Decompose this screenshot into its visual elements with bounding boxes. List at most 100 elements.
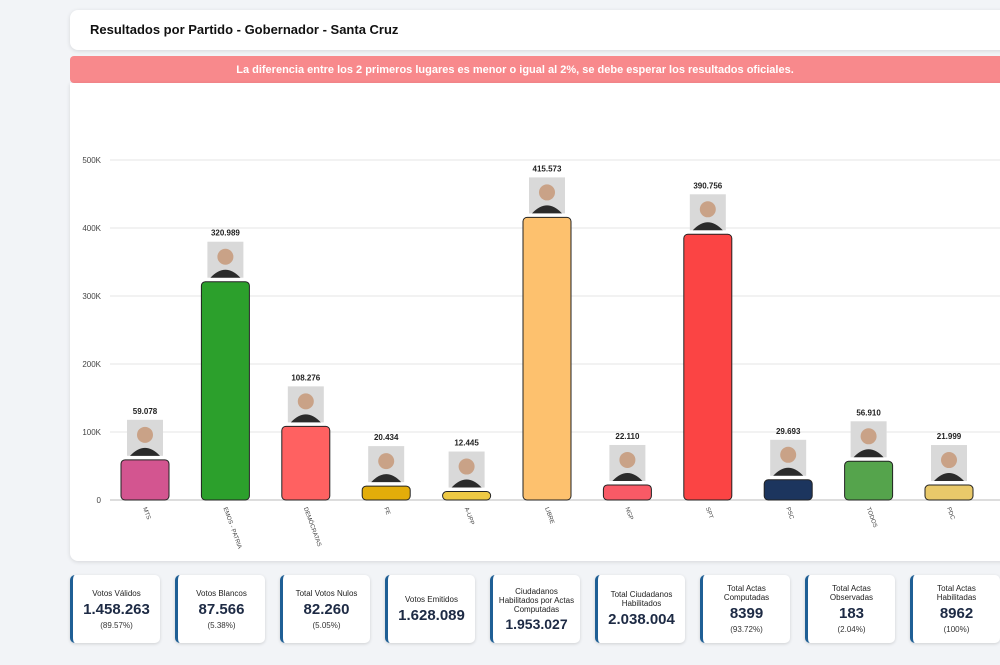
stat-percent: (100%) xyxy=(943,625,970,634)
y-tick-label: 500K xyxy=(82,156,101,165)
data-label: 108.276 xyxy=(291,373,320,382)
data-label: 59.078 xyxy=(133,407,158,416)
candidate-face xyxy=(619,451,636,468)
stat-total-ciudadanos: Total Ciudadanos Habilitados 2.038.004 xyxy=(595,575,685,643)
candidate-shoulders xyxy=(853,449,884,458)
stat-label: Total Ciudadanos Habilitados xyxy=(610,590,673,608)
page-title: Resultados por Partido - Gobernador - Sa… xyxy=(90,22,399,37)
candidate-shoulders xyxy=(692,222,723,231)
stat-label: Votos Válidos xyxy=(92,588,141,598)
x-tick-label: A-UPP xyxy=(463,507,475,526)
stat-ciudadanos-habilitados-actas: Ciudadanos Habilitados por Actas Computa… xyxy=(490,575,580,643)
candidate-shoulders xyxy=(451,479,482,488)
y-tick-label: 300K xyxy=(82,292,101,301)
stat-value: 1.628.089 xyxy=(398,606,465,624)
x-tick-label: TODOS xyxy=(865,507,878,529)
data-label: 22.110 xyxy=(615,432,640,441)
y-tick-label: 100K xyxy=(82,428,101,437)
bar xyxy=(442,491,492,501)
stat-label: Total Actas Computadas xyxy=(723,584,770,602)
stat-label: Total Votos Nulos xyxy=(295,588,358,598)
candidate-face xyxy=(137,426,153,443)
bar xyxy=(522,216,572,501)
data-label: 320.989 xyxy=(211,229,240,238)
stat-value: 1.953.027 xyxy=(505,615,568,632)
x-tick-label: EMOS - PATRIA xyxy=(222,507,243,550)
x-tick-label: PSC xyxy=(784,507,794,521)
candidate-shoulders xyxy=(934,473,964,482)
stat-value: 82.260 xyxy=(303,600,350,618)
stat-percent: (89.57%) xyxy=(100,620,133,630)
stat-value: 183 xyxy=(838,605,865,622)
x-tick-label: SPT xyxy=(704,507,714,520)
candidate-face xyxy=(378,453,395,470)
title-card: Resultados por Partido - Gobernador - Sa… xyxy=(70,10,1000,50)
stat-label: Total Actas Observadas xyxy=(829,584,874,602)
stat-label: Votos Emitidos xyxy=(405,594,458,604)
bar xyxy=(281,425,331,501)
x-tick-label: DEMÓCRATAS xyxy=(302,506,323,547)
stat-votos-emitidos: Votos Emitidos 1.628.089 xyxy=(385,575,475,643)
stat-percent: (5.05%) xyxy=(312,620,341,630)
data-label: 12.445 xyxy=(454,439,479,448)
y-tick-label: 400K xyxy=(82,224,101,233)
data-label: 29.693 xyxy=(776,427,801,436)
stats-row: Votos Válidos 1.458.263 (89.57%) Votos B… xyxy=(70,575,1000,645)
alert-text: La diferencia entre los 2 primeros lugar… xyxy=(236,63,794,76)
stat-percent: (93.72%) xyxy=(730,625,763,634)
stat-label: Ciudadanos Habilitados por Actas Computa… xyxy=(498,586,575,614)
bar xyxy=(763,479,813,501)
x-tick-label: LIBRE xyxy=(543,507,555,525)
stat-actas-habilitadas: Total Actas Habilitadas 8962 (100%) xyxy=(910,575,1000,643)
chart-card: 0 100K 200K 300K 400K 500K 59.078 MTS 320.989 EMO… xyxy=(70,83,1000,561)
stat-value: 8962 xyxy=(939,605,974,622)
stat-value: 1.458.263 xyxy=(83,600,150,618)
bar xyxy=(924,484,974,501)
bar-chart: 0 100K 200K 300K 400K 500K 59.078 MTS 320.989 EMO… xyxy=(82,156,1000,550)
stat-value: 8399 xyxy=(729,605,764,622)
x-tick-label: PDC xyxy=(945,507,955,522)
bar xyxy=(120,459,170,501)
x-tick-label: MTS xyxy=(141,507,151,521)
candidate-shoulders xyxy=(532,205,562,214)
y-tick-label: 200K xyxy=(82,360,101,369)
stat-votos-blancos: Votos Blancos 87.566 (5.38%) xyxy=(175,575,265,643)
stat-votos-nulos: Total Votos Nulos 82.260 (5.05%) xyxy=(280,575,370,643)
stat-label: Votos Blancos xyxy=(196,588,247,598)
bar xyxy=(683,233,733,501)
y-tick-label: 0 xyxy=(97,496,102,505)
data-label: 390.756 xyxy=(693,181,722,190)
stat-label: Total Actas Habilitadas xyxy=(936,584,977,602)
stat-value: 2.038.004 xyxy=(608,611,675,628)
x-tick-label: NGP xyxy=(624,507,634,521)
data-label: 20.434 xyxy=(374,433,399,442)
data-label: 415.573 xyxy=(533,164,562,173)
bar xyxy=(844,460,894,501)
candidate-face xyxy=(297,393,314,410)
candidate-shoulders xyxy=(773,467,804,476)
candidate-face xyxy=(699,201,716,218)
candidate-face xyxy=(941,452,957,469)
stat-votos-validos: Votos Válidos 1.458.263 (89.57%) xyxy=(70,575,160,643)
data-label: 56.910 xyxy=(856,408,881,417)
bar xyxy=(361,485,411,501)
candidate-shoulders xyxy=(210,269,241,278)
candidate-face xyxy=(780,446,797,463)
candidate-shoulders xyxy=(371,474,402,483)
candidate-shoulders xyxy=(612,472,643,481)
alert-banner: La diferencia entre los 2 primeros lugar… xyxy=(70,56,1000,83)
bar xyxy=(200,281,250,501)
data-label: 21.999 xyxy=(937,432,962,441)
candidate-shoulders xyxy=(290,414,321,423)
stat-actas-computadas: Total Actas Computadas 8399 (93.72%) xyxy=(700,575,790,643)
candidate-shoulders xyxy=(130,447,160,456)
candidate-face xyxy=(458,458,475,475)
x-tick-label: FE xyxy=(382,507,390,516)
candidate-face xyxy=(539,184,555,201)
bar xyxy=(602,484,652,501)
stat-value: 87.566 xyxy=(198,600,245,618)
stat-percent: (5.38%) xyxy=(207,620,236,630)
candidate-face xyxy=(217,248,234,265)
stat-actas-observadas: Total Actas Observadas 183 (2.04%) xyxy=(805,575,895,643)
stat-percent: (2.04%) xyxy=(837,625,866,634)
